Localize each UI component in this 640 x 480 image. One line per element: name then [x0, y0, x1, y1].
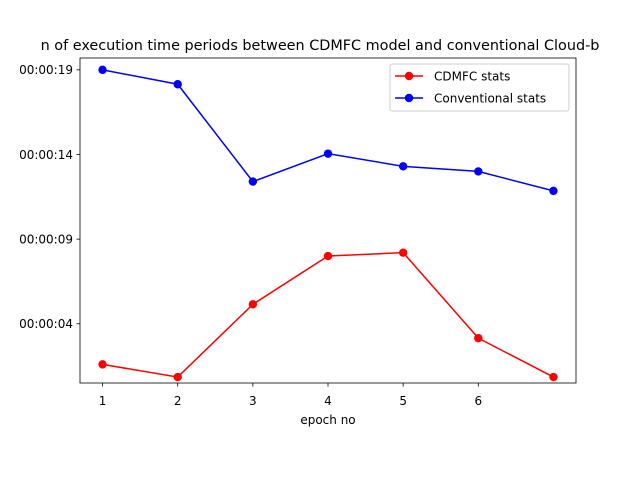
series-1-point — [323, 251, 333, 261]
legend-item-1: CDMFC stats — [395, 69, 510, 83]
y-tick-label: 00:00:09 — [19, 232, 73, 246]
series-layer — [98, 65, 558, 382]
x-tick-label: 5 — [399, 394, 407, 408]
legend-marker — [404, 93, 414, 103]
series-2-point — [248, 177, 258, 186]
legend: CDMFC stats Conventional stats — [389, 63, 570, 112]
plot-area — [80, 58, 576, 383]
legend-item-2: Conventional stats — [395, 91, 546, 105]
x-axis-label: epoch no — [300, 413, 355, 427]
series-2-point — [173, 80, 182, 89]
series-2-point — [474, 167, 483, 176]
legend-marker — [404, 71, 414, 81]
series-1-point — [549, 372, 558, 382]
series-1-point — [173, 372, 182, 382]
series-1-point — [398, 248, 408, 257]
legend-label: Conventional stats — [434, 91, 546, 105]
axes-layer: 1 2 3 4 5 6 00:00:04 00:00:09 00:00:14 00:00:19 — [19, 57, 577, 408]
series-1 — [98, 248, 558, 382]
series-1-point — [474, 333, 483, 343]
series-2 — [98, 65, 558, 196]
y-tick-label: 00:00:14 — [19, 148, 73, 162]
series-2-point — [549, 186, 558, 196]
series-1-point — [248, 300, 258, 309]
x-tick-label: 6 — [474, 394, 482, 408]
x-tick-label: 2 — [174, 394, 182, 408]
legend-box — [389, 63, 570, 112]
chart-title: n of execution time periods between CDMF… — [41, 38, 600, 54]
series-2-point — [323, 149, 333, 158]
x-tick-label: 4 — [324, 394, 332, 408]
x-tick-label: 1 — [99, 394, 107, 408]
y-tick-label: 00:00:04 — [19, 317, 73, 331]
legend-label: CDMFC stats — [434, 69, 510, 83]
series-2-point — [398, 162, 408, 171]
y-tick-label: 00:00:19 — [19, 63, 73, 77]
series-1-point — [98, 360, 107, 369]
series-2-point — [98, 65, 107, 75]
x-tick-label: 3 — [249, 394, 257, 408]
